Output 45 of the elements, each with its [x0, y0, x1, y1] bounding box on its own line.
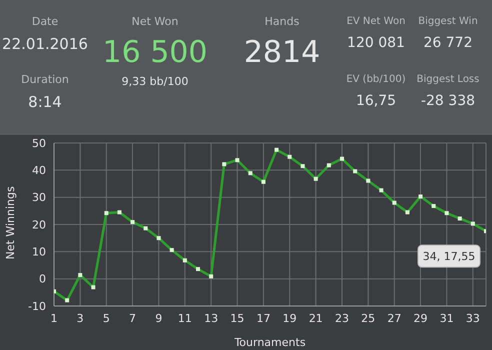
x-tick-label: 27 [387, 312, 402, 325]
text: 8:14 [27, 93, 63, 111]
y-tick-label: 20 [32, 218, 46, 232]
text: EV (bb/100) [346, 74, 406, 85]
x-tick-label: 21 [308, 312, 323, 325]
x-tick-label: 29 [414, 312, 428, 325]
text: 2814 [242, 35, 322, 70]
text: Duration [20, 73, 70, 86]
text: Net Won [130, 15, 180, 28]
x-tick-label: 33 [466, 312, 480, 325]
text: 120 081 [347, 35, 405, 51]
text: -28 338 [420, 93, 476, 109]
y-tick-label: 10 [32, 246, 46, 259]
text: 16,75 [356, 93, 396, 109]
annotation: 34, 17,55 [422, 250, 476, 264]
y-tick-label: 30 [32, 191, 46, 204]
text: Biggest Loss [416, 74, 480, 85]
x-tick-label: 5 [102, 312, 110, 325]
x-tick-label: 13 [204, 312, 218, 325]
x-tick-label: 1 [50, 312, 58, 325]
x-tick-label: 11 [178, 312, 192, 325]
x-tick-label: 15 [230, 312, 244, 325]
x-tick-label: 9 [155, 312, 162, 325]
x-tick-label: 7 [129, 312, 136, 325]
y-tick-label: 40 [32, 164, 46, 178]
y-tick-label: 0 [39, 272, 46, 286]
y-tick-label: 50 [32, 136, 46, 150]
text: EV Net Won [346, 16, 406, 27]
x-tick-label: 3 [76, 312, 84, 325]
x-axis-title: Tournaments [233, 336, 306, 349]
x-tick-label: 19 [282, 312, 297, 325]
text: Date [30, 15, 60, 28]
line-series [54, 148, 486, 302]
x-tick-label: 25 [361, 312, 376, 325]
text: Biggest Win [418, 16, 478, 27]
y-tick-label: -10 [28, 300, 46, 313]
text: 9,33 bb/100 [120, 75, 190, 88]
text: 22.01.2016 [2, 35, 88, 53]
x-tick-label: 31 [440, 312, 454, 325]
x-tick-label: 17 [256, 312, 270, 325]
text: 16 500 [102, 35, 208, 70]
x-tick-label: 23 [335, 312, 349, 325]
text: Hands [264, 15, 300, 28]
text: 26 772 [424, 35, 472, 51]
y-axis-title: Net Winnings [4, 186, 17, 260]
